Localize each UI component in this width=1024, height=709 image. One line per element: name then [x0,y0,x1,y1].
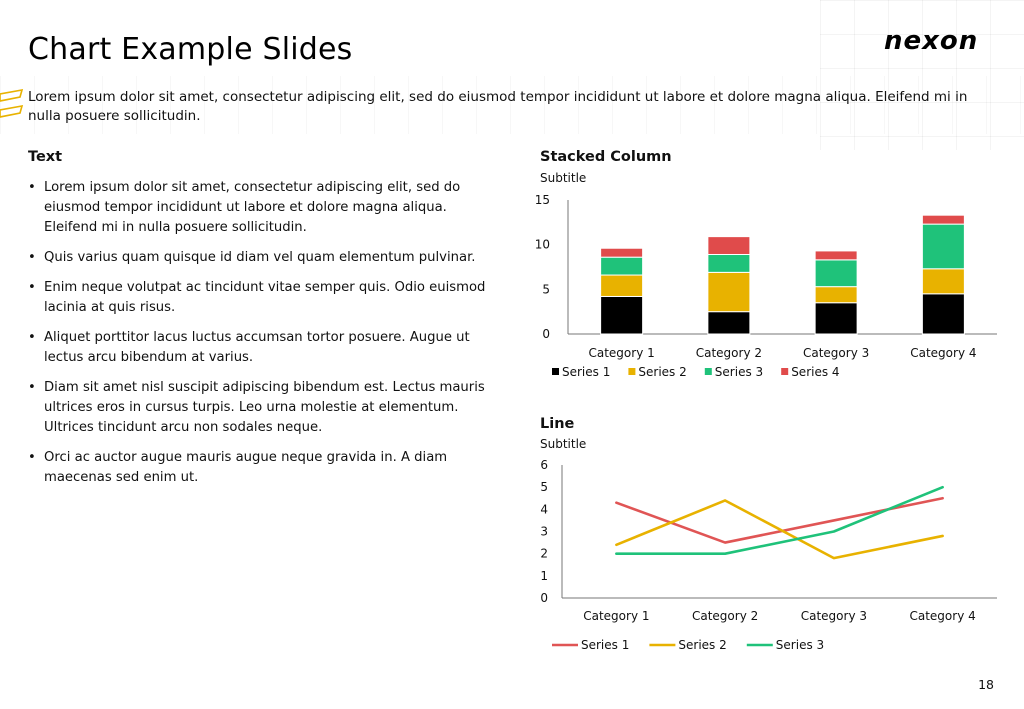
stacked-chart-subtitle: Subtitle [540,171,587,185]
bar-segment [814,286,858,304]
bar-segment [921,223,965,270]
y-tick-label: 0 [542,327,550,341]
bar-segment [707,236,751,255]
stacked-chart-title: Stacked Column [540,149,672,165]
x-tick-label: Category 3 [803,346,869,360]
page-number: 18 [978,677,994,692]
x-tick-label: Category 1 [583,609,649,623]
legend-label: Series 4 [791,365,839,379]
legend-label: Series 3 [715,365,763,379]
bar-segment [921,214,965,225]
legend-label: Series 2 [678,638,726,652]
grid-background [820,0,1024,150]
bar-segment [707,311,751,335]
y-tick-label: 4 [540,502,548,516]
bar-segment [707,253,751,273]
bar-segment [814,250,858,261]
legend-swatch [552,368,559,375]
y-tick-label: 2 [540,547,548,561]
list-item: Quis varius quam quisque id diam vel qua… [28,248,498,268]
slide-title: Chart Example Slides [28,32,353,67]
x-tick-label: Category 3 [801,609,867,623]
legend-label: Series 1 [581,638,629,652]
legend-label: Series 3 [776,638,824,652]
legend-label: Series 2 [638,365,686,379]
x-tick-label: Category 1 [588,346,654,360]
intro-text: Lorem ipsum dolor sit amet, consectetur … [28,89,968,124]
bar-segment [600,295,644,335]
list-item: Orci ac auctor augue mauris augue neque … [28,448,498,488]
x-tick-label: Category 2 [692,609,758,623]
text-heading: Text [28,149,63,165]
y-tick-label: 5 [540,480,548,494]
legend-swatch [704,368,712,375]
y-tick-label: 6 [540,458,548,472]
series-line [615,496,944,544]
x-tick-label: Category 4 [910,346,976,360]
bar-segment [814,302,858,335]
legend-label: Series 1 [562,365,610,379]
bar-segment [814,259,858,288]
bar-segment [600,274,644,297]
list-item: Aliquet porttitor lacus luctus accumsan … [28,328,498,368]
series-line [615,485,944,555]
line-chart-subtitle: Subtitle [540,437,587,451]
bullet-list: Lorem ipsum dolor sit amet, consectetur … [28,178,498,498]
y-tick-label: 0 [540,591,548,605]
bar-segment [921,293,965,335]
y-tick-label: 15 [535,193,550,207]
grid-band [0,76,1024,134]
legend-swatch [628,368,636,375]
line-chart: 0 1 2 3 4 5 6 Category 1 Category 2 Category 3 Cat… [540,458,997,652]
bar-segment [600,247,644,258]
y-tick-label: 10 [535,238,550,252]
line-chart-title: Line [540,416,575,432]
bar-segment [600,256,644,276]
list-item: Diam sit amet nisl suscipit adipiscing b… [28,378,498,438]
x-tick-label: Category 4 [909,609,975,623]
list-item: Lorem ipsum dolor sit amet, consectetur … [28,178,498,238]
nexon-logo: nexon [884,26,979,56]
decorative-stripes-icon [0,88,24,118]
y-tick-label: 5 [542,282,550,296]
list-item: Enim neque volutpat ac tincidunt vitae s… [28,278,498,318]
stacked-column-chart: 0 5 10 15 Category 1 Category 2 Category 3 Cate… [535,193,997,379]
bar-segment [921,268,965,295]
legend-swatch [781,368,789,375]
y-tick-label: 3 [540,525,548,539]
x-tick-label: Category 2 [696,346,762,360]
series-line [615,499,944,560]
bar-segment [707,271,751,313]
y-tick-label: 1 [540,569,548,583]
